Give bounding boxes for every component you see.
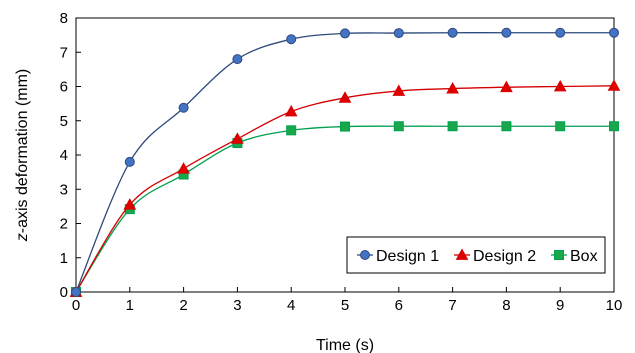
data-point-design-2 (338, 91, 352, 103)
x-tick-label: 5 (341, 297, 349, 314)
data-point-box (447, 121, 458, 132)
y-tick-label: 2 (60, 216, 68, 233)
data-point-box (555, 121, 566, 132)
chart-axes: 0 1 2 3 4 5 6 7 8 9 10 0 1 2 3 4 5 6 7 8 (60, 10, 623, 314)
series-design-1 (71, 27, 619, 297)
legend-marker-design-2 (455, 248, 469, 260)
y-tick-label: 8 (60, 10, 68, 27)
legend-marker-design-1 (360, 250, 370, 260)
y-tick-label: 5 (60, 113, 68, 130)
x-tick-label: 0 (72, 297, 80, 314)
y-tick-label: 3 (60, 181, 68, 198)
data-point-design-2 (392, 84, 406, 96)
data-point-design-2 (607, 79, 621, 91)
y-tick-label: 0 (60, 284, 68, 301)
y-tick-label: 4 (60, 147, 68, 164)
x-tick-label: 10 (606, 297, 623, 314)
data-point-box (609, 121, 619, 132)
x-tick-label: 3 (233, 297, 241, 314)
data-point-design-2 (177, 162, 190, 174)
series-line-design-2 (75, 85, 615, 293)
data-point-design-2 (123, 198, 137, 210)
y-tick-label: 6 (60, 79, 68, 96)
y-axis-label-rest: -axis deformation (mm) (14, 69, 31, 233)
data-point-design-1 (124, 156, 135, 167)
series-layer (69, 27, 621, 297)
data-point-box (286, 125, 297, 136)
data-point-box (393, 121, 404, 132)
data-point-design-1 (71, 287, 81, 297)
x-tick-label: 7 (448, 297, 456, 314)
series-line-design-1 (75, 32, 614, 293)
y-axis-label: z-axis deformation (mm) (14, 69, 31, 242)
legend-label-design-2: Design 2 (473, 248, 536, 265)
data-point-design-1 (393, 28, 404, 39)
data-point-design-1 (232, 54, 243, 65)
legend: Design 1 Design 2 Box (346, 236, 606, 274)
x-tick-label: 4 (287, 297, 295, 314)
data-point-design-2 (284, 104, 298, 117)
data-point-design-1 (447, 27, 458, 38)
data-point-design-2 (446, 82, 459, 94)
y-tick-label: 1 (60, 250, 68, 267)
data-point-design-1 (178, 102, 189, 113)
x-tick-label: 9 (556, 297, 564, 314)
data-point-design-1 (340, 28, 350, 39)
data-point-design-1 (286, 34, 297, 45)
data-point-design-2 (231, 132, 244, 144)
x-axis-label: Time (s) (316, 337, 374, 353)
data-point-design-2 (553, 79, 567, 92)
x-tick-label: 8 (502, 297, 510, 314)
data-point-box (501, 121, 512, 132)
x-tick-label: 1 (126, 297, 134, 314)
y-tick-label: 7 (60, 44, 68, 61)
data-point-design-1 (501, 27, 512, 38)
data-point-design-1 (555, 27, 566, 38)
x-tick-label: 6 (395, 297, 403, 314)
data-point-design-2 (500, 80, 513, 93)
x-tick-label: 2 (179, 297, 187, 314)
legend-marker-box (554, 250, 564, 260)
legend-label-design-1: Design 1 (376, 248, 439, 265)
data-point-box (340, 121, 350, 132)
y-axis-label-italic: z (14, 233, 31, 242)
legend-label-box: Box (570, 248, 598, 265)
data-point-design-1 (609, 27, 619, 38)
